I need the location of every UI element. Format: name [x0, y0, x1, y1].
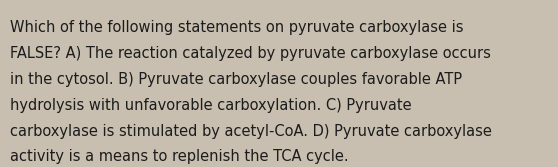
- Text: hydrolysis with unfavorable carboxylation. C) Pyruvate: hydrolysis with unfavorable carboxylatio…: [10, 98, 412, 113]
- Text: in the cytosol. B) Pyruvate carboxylase couples favorable ATP: in the cytosol. B) Pyruvate carboxylase …: [10, 72, 462, 87]
- Text: Which of the following statements on pyruvate carboxylase is: Which of the following statements on pyr…: [10, 20, 464, 35]
- Text: activity is a means to replenish the TCA cycle.: activity is a means to replenish the TCA…: [10, 149, 349, 164]
- Text: carboxylase is stimulated by acetyl-CoA. D) Pyruvate carboxylase: carboxylase is stimulated by acetyl-CoA.…: [10, 124, 492, 139]
- Text: FALSE? A) The reaction catalyzed by pyruvate carboxylase occurs: FALSE? A) The reaction catalyzed by pyru…: [10, 46, 491, 61]
